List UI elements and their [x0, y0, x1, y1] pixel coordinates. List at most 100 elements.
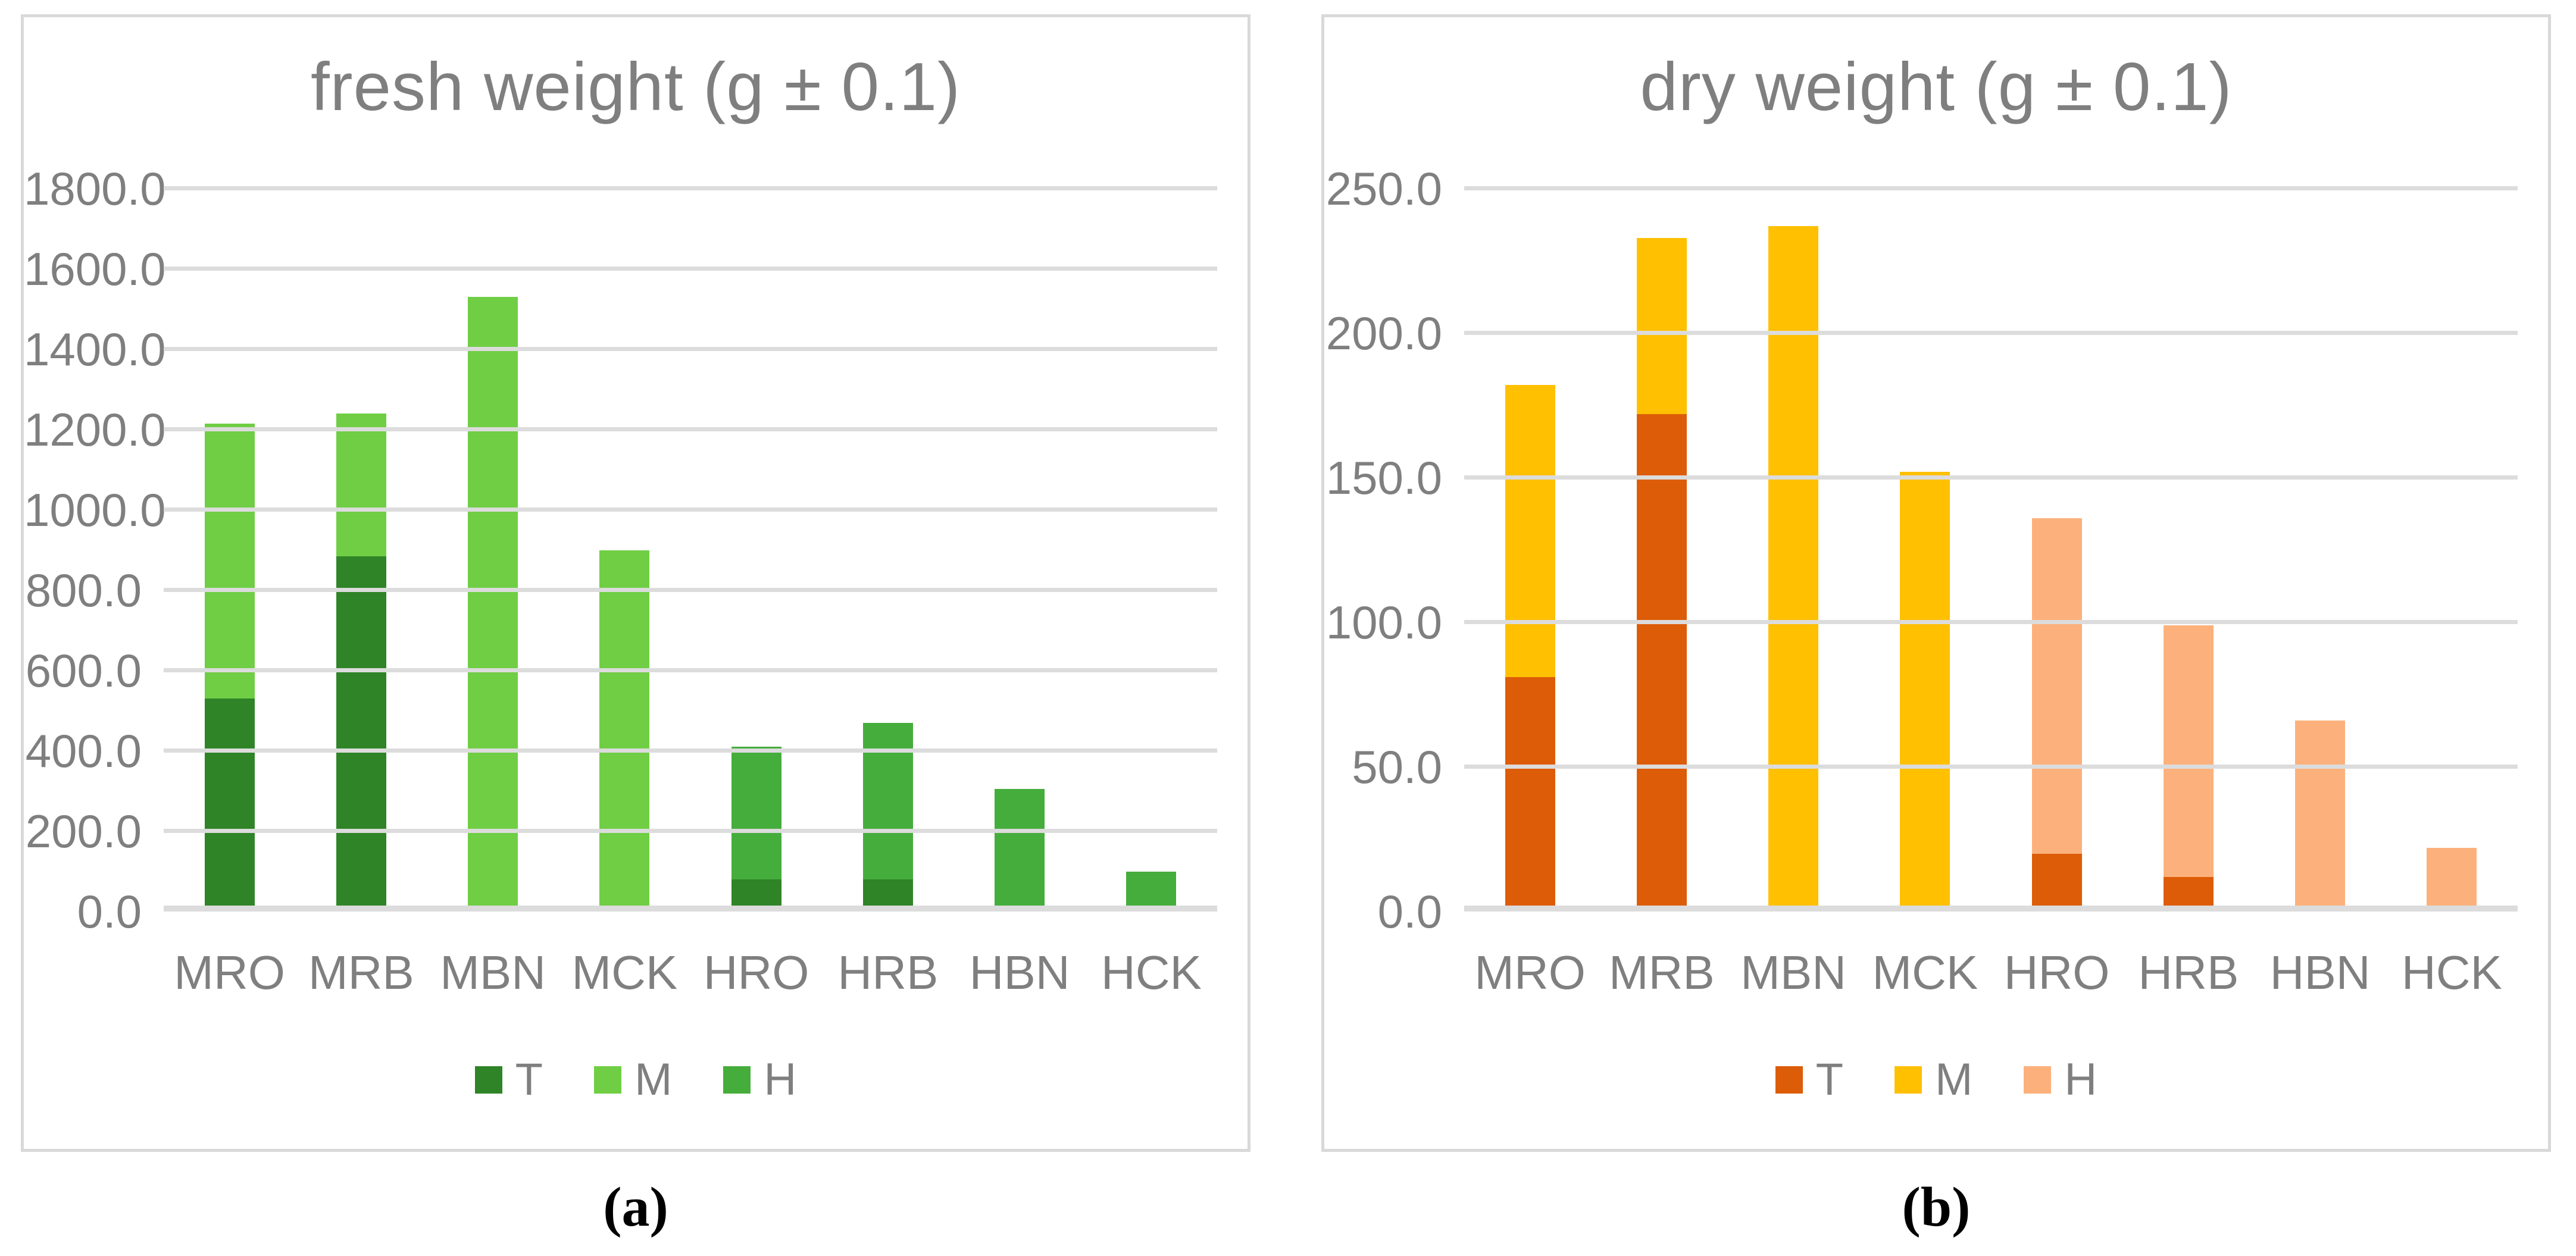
gridline: [1464, 331, 2518, 335]
x-tick-label-hro: HRO: [703, 946, 809, 999]
bar-stack: [1636, 237, 1687, 912]
caption-b: (b): [1902, 1176, 1971, 1238]
bar-segment-h-hck: [2427, 848, 2477, 912]
y-tick-label: 200.0: [25, 805, 142, 857]
x-tick-label-hck: HCK: [2401, 946, 2502, 999]
plot-area: [164, 186, 1217, 912]
bar-column-hbn: [2255, 189, 2386, 912]
bar-segment-t-mrb: [336, 556, 386, 912]
bar-segment-h-hrb: [2163, 625, 2214, 877]
bar-column-hro: [690, 189, 822, 912]
gridline: [164, 427, 1217, 431]
chart-panel-fresh-weight: fresh weight (g ± 0.1) 1800.0 1600.0 1400.…: [21, 14, 1251, 1152]
bar-stack: [1768, 226, 1819, 912]
bar-segment-t-mro: [204, 699, 255, 912]
legend-item-m: M: [594, 1054, 672, 1105]
legend-label-h: H: [764, 1054, 797, 1105]
legend-label-m: M: [1935, 1054, 1973, 1105]
x-tick-label-hrb: HRB: [837, 946, 939, 999]
bar-column-hck: [1086, 189, 1217, 912]
legend-label-t: T: [515, 1054, 543, 1105]
y-tick-label: 250.0: [1325, 162, 1442, 215]
bar-columns: [164, 189, 1217, 912]
legend-item-t: T: [474, 1054, 543, 1105]
y-tick-label: 1200.0: [24, 403, 166, 456]
legend-label-h: H: [2064, 1054, 2097, 1105]
bar-segment-h-hrb: [862, 722, 913, 879]
x-tick-label-mro: MRO: [174, 946, 285, 999]
bar-segment-m-mro: [1505, 385, 1555, 678]
bar-column-hbn: [954, 189, 1086, 912]
gridline: [164, 508, 1217, 512]
x-tick-label-mck: MCK: [571, 946, 678, 999]
legend-item-m: M: [1895, 1054, 1972, 1105]
gridline: [164, 347, 1217, 351]
legend-item-h: H: [2024, 1054, 2097, 1105]
gridline: [1464, 475, 2518, 480]
bar-stack: [468, 297, 518, 912]
x-tick-label-hro: HRO: [2003, 946, 2110, 999]
bar-segment-m-mbn: [468, 297, 518, 912]
bar-segment-m-mck: [1900, 472, 1950, 912]
bar-segment-h-hro: [2031, 518, 2082, 854]
gridline: [164, 267, 1217, 271]
legend-swatch-m: [1895, 1066, 1922, 1094]
bar-segment-m-mck: [599, 550, 650, 912]
legend-swatch-m: [594, 1066, 622, 1094]
bar-segment-h-hck: [1126, 871, 1177, 912]
x-tick-label-mro: MRO: [1474, 946, 1586, 999]
bar-column-hrb: [2122, 189, 2254, 912]
bar-column-hro: [1991, 189, 2122, 912]
bar-column-mro: [164, 189, 295, 912]
y-tick-label: 400.0: [25, 725, 142, 777]
bar-column-mro: [1464, 189, 1596, 912]
bar-segment-m-mro: [204, 423, 255, 699]
bar-column-hck: [2386, 189, 2518, 912]
x-tick-label-hbn: HBN: [2269, 946, 2371, 999]
bar-column-hrb: [822, 189, 954, 912]
x-tick-label-hck: HCK: [1101, 946, 1202, 999]
gridline: [1464, 186, 2518, 190]
bar-stack: [731, 747, 781, 912]
y-tick-label: 600.0: [25, 644, 142, 697]
y-tick-label: 800.0: [25, 564, 142, 616]
bar-segment-m-mrb: [1636, 237, 1687, 415]
y-tick-label: 50.0: [1352, 741, 1442, 793]
y-tick-label: 1000.0: [24, 484, 166, 536]
x-axis-baseline: [1464, 906, 2518, 912]
legend-label-m: M: [634, 1054, 673, 1105]
legend-item-t: T: [1775, 1054, 1843, 1105]
x-axis-labels: MRO MRB MBN MCK HRO HRB HBN HCK: [164, 945, 1217, 1000]
gridline: [1464, 765, 2518, 769]
bar-stack: [2031, 518, 2082, 912]
y-tick-label: 150.0: [1325, 452, 1442, 504]
legend-swatch-t: [1775, 1066, 1803, 1094]
bar-segment-t-hro: [2031, 853, 2082, 912]
gridline: [164, 588, 1217, 592]
bar-columns: [1464, 189, 2518, 912]
x-tick-label-mrb: MRB: [1608, 946, 1715, 999]
caption-a: (a): [603, 1176, 668, 1238]
bar-column-mbn: [427, 189, 559, 912]
gridline: [164, 829, 1217, 833]
chart-panel-dry-weight: dry weight (g ± 0.1) 250.0 200.0 150.0 100.…: [1321, 14, 2551, 1152]
y-tick-label: 1600.0: [24, 243, 166, 295]
bar-stack: [1126, 871, 1177, 912]
bar-column-mrb: [1596, 189, 1727, 912]
x-tick-label-mrb: MRB: [308, 946, 414, 999]
bar-stack: [204, 423, 255, 912]
y-tick-label: 1800.0: [24, 162, 166, 215]
bar-segment-h-hbn: [2295, 721, 2346, 912]
bar-stack: [1900, 472, 1950, 912]
y-tick-label: 100.0: [1325, 596, 1442, 649]
x-tick-label-hrb: HRB: [2138, 946, 2239, 999]
x-axis-labels: MRO MRB MBN MCK HRO HRB HBN HCK: [1464, 945, 2518, 1000]
bar-segment-m-mbn: [1768, 226, 1819, 912]
bar-column-mck: [559, 189, 690, 912]
legend-swatch-t: [474, 1066, 502, 1094]
bar-stack: [2295, 721, 2346, 912]
bar-column-mck: [1859, 189, 1991, 912]
